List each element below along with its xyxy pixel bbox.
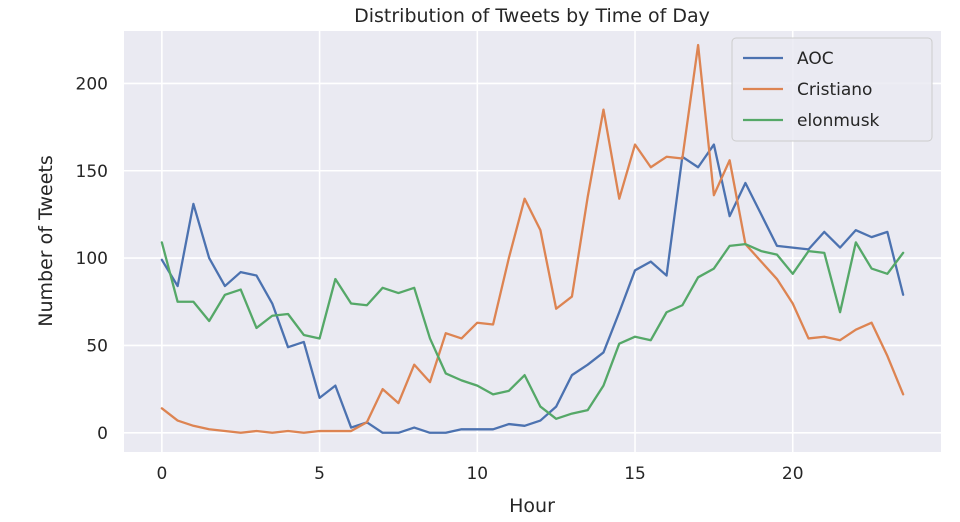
series-line-elonmusk <box>160 241 905 420</box>
y-tick-label: 50 <box>86 336 108 356</box>
x-tick-labels: 0 5 10 15 20 <box>156 464 803 484</box>
legend-label-aoc: AOC <box>797 49 834 69</box>
series-layer <box>160 43 905 434</box>
chart-title: Distribution of Tweets by Time of Day <box>354 5 710 27</box>
x-axis-label: Hour <box>509 495 555 517</box>
x-tick-label: 5 <box>314 464 325 484</box>
legend: AOC Cristiano elonmusk <box>731 37 933 142</box>
legend-label-cristiano: Cristiano <box>797 80 872 100</box>
series-line-aoc <box>160 143 905 434</box>
series-line-cristiano <box>160 43 905 434</box>
x-tick-label: 0 <box>156 464 167 484</box>
x-tick-label: 15 <box>624 464 646 484</box>
y-tick-labels: 0 50 100 150 200 <box>76 74 108 443</box>
y-tick-label: 150 <box>76 162 108 182</box>
y-tick-label: 0 <box>97 424 108 444</box>
legend-label-elonmusk: elonmusk <box>797 111 880 131</box>
y-tick-label: 200 <box>76 74 108 94</box>
x-tick-label: 20 <box>782 464 804 484</box>
y-tick-label: 100 <box>76 249 108 269</box>
x-tick-label: 10 <box>466 464 488 484</box>
y-axis-label: Number of Tweets <box>35 155 57 326</box>
legend-box <box>731 37 933 142</box>
